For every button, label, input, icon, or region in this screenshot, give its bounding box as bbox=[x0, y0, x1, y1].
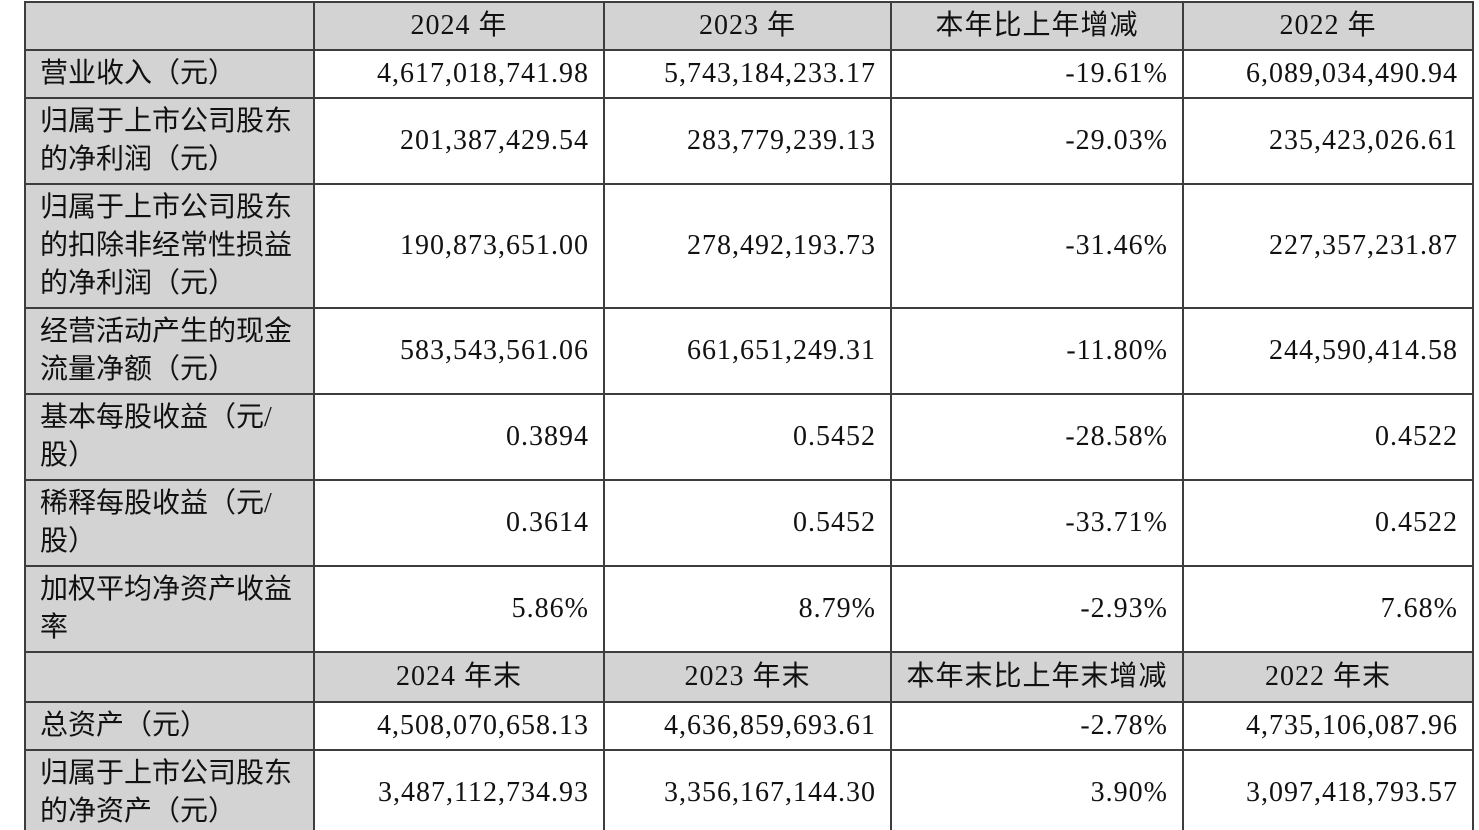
value-2023: 8.79% bbox=[603, 565, 892, 653]
value-2022: 7.68% bbox=[1182, 565, 1474, 653]
row-label: 营业收入（元） bbox=[24, 49, 315, 99]
value-yoy-change: -11.80% bbox=[890, 307, 1184, 395]
row-label: 归属于上市公司股东的净资产（元） bbox=[24, 749, 315, 830]
header-row-annual: 2024 年 2023 年 本年比上年增减 2022 年 bbox=[24, 1, 1474, 51]
row-label: 稀释每股收益（元/股） bbox=[24, 479, 315, 567]
value-2024: 5.86% bbox=[313, 565, 605, 653]
value-2022: 3,097,418,793.57 bbox=[1182, 749, 1474, 830]
value-2024: 4,508,070,658.13 bbox=[313, 701, 605, 751]
value-2024: 0.3614 bbox=[313, 479, 605, 567]
table-row-diluted-eps: 稀释每股收益（元/股） 0.3614 0.5452 -33.71% 0.4522 bbox=[24, 479, 1474, 567]
header-row-year-end: 2024 年末 2023 年末 本年末比上年末增减 2022 年末 bbox=[24, 651, 1474, 703]
table-row-total-assets: 总资产（元） 4,508,070,658.13 4,636,859,693.61… bbox=[24, 701, 1474, 751]
value-yoy-change: -2.78% bbox=[890, 701, 1184, 751]
value-2023: 0.5452 bbox=[603, 479, 892, 567]
row-label: 经营活动产生的现金流量净额（元） bbox=[24, 307, 315, 395]
value-2022: 244,590,414.58 bbox=[1182, 307, 1474, 395]
value-2022: 235,423,026.61 bbox=[1182, 97, 1474, 185]
row-label: 归属于上市公司股东的净利润（元） bbox=[24, 97, 315, 185]
header-cell-end-2022: 2022 年末 bbox=[1182, 651, 1474, 703]
financial-summary-table: 2024 年 2023 年 本年比上年增减 2022 年 营业收入（元） 4,6… bbox=[24, 1, 1474, 830]
table-row-weighted-avg-roe: 加权平均净资产收益率 5.86% 8.79% -2.93% 7.68% bbox=[24, 565, 1474, 653]
row-label: 总资产（元） bbox=[24, 701, 315, 751]
header-cell-yoy-change: 本年比上年增减 bbox=[890, 1, 1184, 51]
table-row-net-profit-excl-nonrecurring: 归属于上市公司股东的扣除非经常性损益的净利润（元） 190,873,651.00… bbox=[24, 183, 1474, 309]
value-yoy-change: -19.61% bbox=[890, 49, 1184, 99]
value-2022: 0.4522 bbox=[1182, 479, 1474, 567]
value-2023: 283,779,239.13 bbox=[603, 97, 892, 185]
row-label: 基本每股收益（元/股） bbox=[24, 393, 315, 481]
header-cell-year-2023: 2023 年 bbox=[603, 1, 892, 51]
value-yoy-change: 3.90% bbox=[890, 749, 1184, 830]
value-2023: 4,636,859,693.61 bbox=[603, 701, 892, 751]
header-cell-year-end-change: 本年末比上年末增减 bbox=[890, 651, 1184, 703]
value-2024: 4,617,018,741.98 bbox=[313, 49, 605, 99]
table-row-operating-revenue: 营业收入（元） 4,617,018,741.98 5,743,184,233.1… bbox=[24, 49, 1474, 99]
value-2024: 201,387,429.54 bbox=[313, 97, 605, 185]
value-2023: 0.5452 bbox=[603, 393, 892, 481]
value-2024: 190,873,651.00 bbox=[313, 183, 605, 309]
value-2024: 583,543,561.06 bbox=[313, 307, 605, 395]
value-2022: 227,357,231.87 bbox=[1182, 183, 1474, 309]
header-cell-end-2023: 2023 年末 bbox=[603, 651, 892, 703]
value-2023: 3,356,167,144.30 bbox=[603, 749, 892, 830]
value-2023: 278,492,193.73 bbox=[603, 183, 892, 309]
table-row-net-assets-attributable: 归属于上市公司股东的净资产（元） 3,487,112,734.93 3,356,… bbox=[24, 749, 1474, 830]
header-cell-blank bbox=[24, 651, 315, 703]
value-2022: 4,735,106,087.96 bbox=[1182, 701, 1474, 751]
header-cell-year-2022: 2022 年 bbox=[1182, 1, 1474, 51]
value-yoy-change: -2.93% bbox=[890, 565, 1184, 653]
value-2024: 0.3894 bbox=[313, 393, 605, 481]
value-yoy-change: -29.03% bbox=[890, 97, 1184, 185]
header-cell-end-2024: 2024 年末 bbox=[313, 651, 605, 703]
value-2023: 5,743,184,233.17 bbox=[603, 49, 892, 99]
header-cell-year-2024: 2024 年 bbox=[313, 1, 605, 51]
value-yoy-change: -33.71% bbox=[890, 479, 1184, 567]
value-2022: 6,089,034,490.94 bbox=[1182, 49, 1474, 99]
value-yoy-change: -31.46% bbox=[890, 183, 1184, 309]
value-2023: 661,651,249.31 bbox=[603, 307, 892, 395]
table-row-net-profit-attributable: 归属于上市公司股东的净利润（元） 201,387,429.54 283,779,… bbox=[24, 97, 1474, 185]
row-label: 加权平均净资产收益率 bbox=[24, 565, 315, 653]
row-label: 归属于上市公司股东的扣除非经常性损益的净利润（元） bbox=[24, 183, 315, 309]
value-2022: 0.4522 bbox=[1182, 393, 1474, 481]
table-row-operating-cash-flow: 经营活动产生的现金流量净额（元） 583,543,561.06 661,651,… bbox=[24, 307, 1474, 395]
table-row-basic-eps: 基本每股收益（元/股） 0.3894 0.5452 -28.58% 0.4522 bbox=[24, 393, 1474, 481]
value-yoy-change: -28.58% bbox=[890, 393, 1184, 481]
value-2024: 3,487,112,734.93 bbox=[313, 749, 605, 830]
header-cell-blank bbox=[24, 1, 315, 51]
